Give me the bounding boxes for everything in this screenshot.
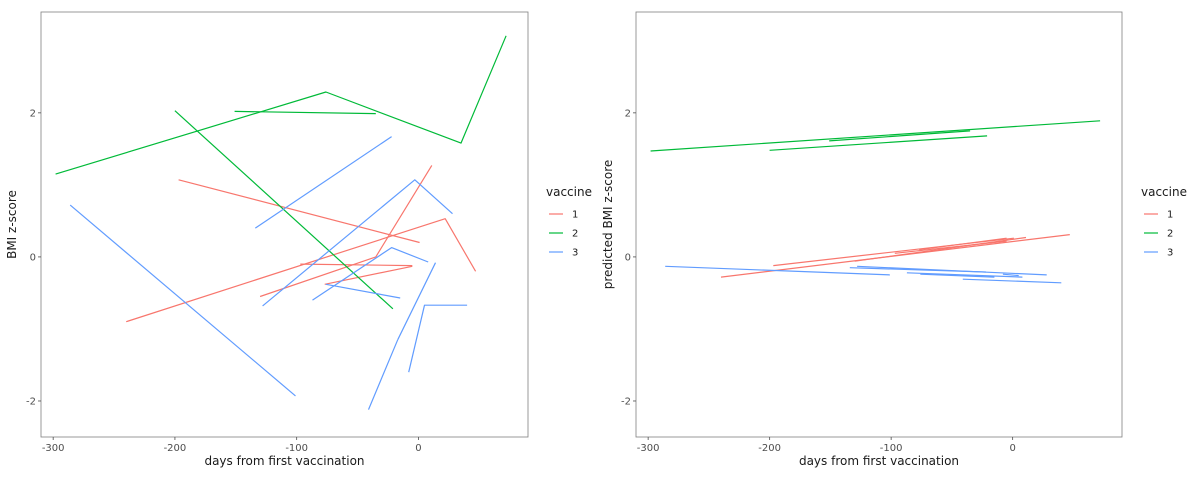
panel-1-x-axis-title: days from first vaccination bbox=[204, 454, 364, 468]
panel-2-series-line-vaccine-1 bbox=[854, 236, 1027, 262]
panel-2-series-line-vaccine-3 bbox=[665, 265, 890, 276]
panel-2-y-axis-title: predicted BMI z-score bbox=[601, 160, 615, 290]
panel-1-x-tick-label: -200 bbox=[164, 443, 187, 454]
panel-1-x-tick-label: 0 bbox=[415, 443, 421, 454]
panel-1-x-tick-label: -100 bbox=[285, 443, 308, 454]
panel-1-series-line-vaccine-3 bbox=[408, 304, 468, 373]
panel-2-x-tick-label: 0 bbox=[1009, 443, 1015, 454]
panel-2-y-tick-label: 0 bbox=[625, 252, 631, 263]
panel-1-y-tick-label: 0 bbox=[30, 252, 36, 263]
panel-2-legend-label-3: 3 bbox=[1167, 248, 1173, 259]
panel-2-series-line-vaccine-3 bbox=[920, 273, 995, 278]
panel-1-y-tick-label: -2 bbox=[26, 396, 36, 407]
panel-1-series-line-vaccine-1 bbox=[300, 263, 413, 267]
panel-1-series-line-vaccine-1 bbox=[324, 265, 413, 285]
panel-1-series-line-vaccine-2 bbox=[55, 35, 507, 175]
panel-2-legend-label-2: 2 bbox=[1167, 229, 1173, 240]
panel-1-series-line-vaccine-3 bbox=[254, 136, 392, 229]
panel-1-plot-area bbox=[40, 11, 529, 438]
panel-2-x-axis-title: days from first vaccination bbox=[799, 454, 959, 468]
panel-1-series-line-vaccine-3 bbox=[325, 283, 401, 299]
panel-1-series-line-vaccine-3 bbox=[262, 179, 453, 307]
panel-2-x-tick-label: -200 bbox=[758, 443, 781, 454]
panel-2-series-line-vaccine-2 bbox=[829, 130, 971, 142]
panel-2-series-line-vaccine-2 bbox=[650, 120, 1101, 152]
panel-2-plot-area bbox=[635, 11, 1123, 438]
panel-1-y-axis-title: BMI z-score bbox=[5, 190, 19, 259]
panel-1-legend-label-2: 2 bbox=[572, 229, 578, 240]
panel-2-series-line-vaccine-2 bbox=[769, 135, 988, 151]
panel-1-series-line-vaccine-1 bbox=[126, 218, 477, 323]
panel-1-series-line-vaccine-1 bbox=[259, 165, 433, 298]
panel-1-legend-label-1: 1 bbox=[572, 210, 578, 221]
panel-1-legend-title: vaccine bbox=[546, 185, 592, 199]
panel-1-series-line-vaccine-2 bbox=[174, 110, 394, 310]
panel-1-series-line-vaccine-2 bbox=[234, 110, 376, 115]
panel-1-x-tick-label: -300 bbox=[42, 443, 65, 454]
panel-1-y-tick-label: 2 bbox=[30, 108, 36, 119]
panel-1-series-line-vaccine-3 bbox=[397, 262, 437, 341]
panel-2-series-line-vaccine-3 bbox=[857, 265, 1047, 276]
panel-2-y-tick-label: -2 bbox=[621, 396, 631, 407]
panel-2-series-line-vaccine-1 bbox=[894, 240, 1007, 254]
panel-1-series-line-vaccine-3 bbox=[69, 204, 296, 397]
panel-2-series-line-vaccine-3 bbox=[906, 272, 1023, 278]
panel-1-series-line-vaccine-3 bbox=[312, 247, 429, 301]
panel-2-legend-title: vaccine bbox=[1141, 185, 1187, 199]
panel-2-legend-label-1: 1 bbox=[1167, 210, 1173, 221]
panel-1-series-line-vaccine-3 bbox=[367, 339, 399, 410]
panel-1-series-line-vaccine-1 bbox=[178, 179, 420, 244]
panel-2-y-tick-label: 2 bbox=[625, 108, 631, 119]
panel-2-x-tick-label: -300 bbox=[637, 443, 660, 454]
panel-2-series-line-vaccine-3 bbox=[1002, 273, 1019, 277]
panel-1-legend-label-3: 3 bbox=[572, 248, 578, 259]
panel-2-series-line-vaccine-1 bbox=[919, 237, 1007, 251]
panel-2-series-line-vaccine-3 bbox=[962, 278, 1062, 284]
panel-2-x-tick-label: -100 bbox=[880, 443, 903, 454]
